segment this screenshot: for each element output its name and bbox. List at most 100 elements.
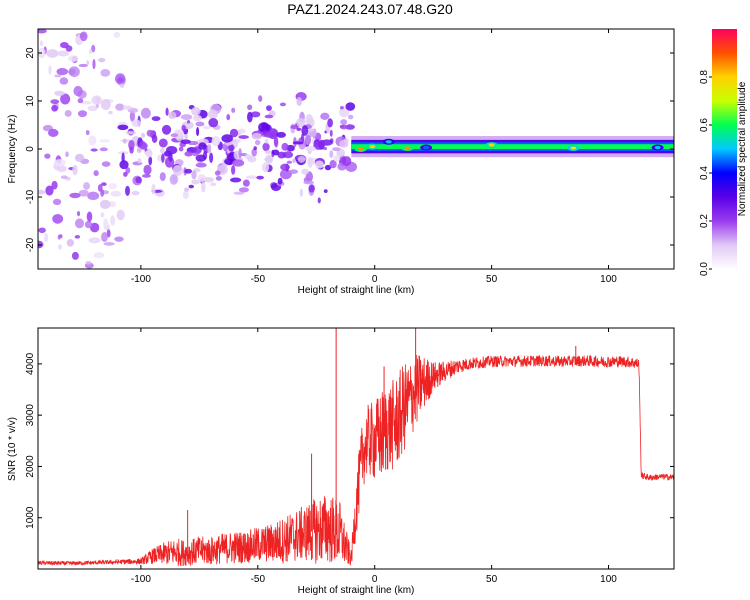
spectral-blob (264, 138, 269, 144)
spectral-blob (333, 155, 341, 162)
spectral-blob (114, 236, 124, 242)
spectral-blob (247, 111, 253, 123)
spectral-blob (95, 103, 99, 109)
spectral-hotspot (570, 146, 577, 150)
y-tick-label: -20 (25, 237, 36, 252)
spectral-blob (44, 233, 49, 243)
spectral-blob (91, 95, 102, 105)
spectral-blob (65, 151, 69, 158)
spectral-blob (168, 111, 177, 120)
spectral-blob (108, 110, 113, 115)
spectral-blob (125, 185, 130, 196)
spectral-blob (68, 66, 80, 78)
spectral-blob (161, 153, 165, 163)
spectral-blob (100, 98, 111, 110)
spectral-blob (224, 158, 235, 166)
spectral-blob (165, 107, 169, 116)
spectral-blob (136, 147, 142, 154)
spectral-blob (77, 98, 84, 104)
colorbar-tick-label: 0.0 (699, 262, 710, 276)
page-title: PAZ1.2024.243.07.48.G20 (287, 1, 453, 17)
spectral-blob (46, 49, 59, 58)
spectral-blob (117, 77, 124, 83)
spectral-blob (123, 171, 128, 177)
spectral-blob (181, 124, 186, 132)
spectral-blob (121, 152, 125, 164)
spectral-hotspot (423, 145, 430, 150)
spectral-hotspot (488, 143, 495, 147)
spectral-blob (245, 175, 258, 180)
spectral-blob (116, 209, 125, 221)
spectral-blob (184, 133, 188, 140)
spectral-blob (48, 65, 52, 75)
spectral-blob (52, 198, 62, 206)
y-tick-label: 2000 (25, 455, 36, 478)
spectral-blob (277, 177, 283, 185)
colorbar-gradient (712, 29, 737, 269)
spectral-blob (301, 125, 309, 136)
spectral-blob (87, 105, 98, 112)
spectral-blob (296, 127, 302, 131)
y-tick-label: 4000 (25, 352, 36, 375)
snr-line-series (38, 328, 674, 567)
spectral-blob (203, 177, 215, 183)
spectral-blob (58, 244, 62, 250)
spectral-blob (51, 104, 58, 112)
spectral-blob (279, 169, 292, 180)
spectral-blob (251, 148, 257, 157)
spectral-blob (60, 175, 68, 180)
spectral-blob (76, 211, 81, 217)
spectral-blob (100, 188, 105, 197)
spectral-blob (329, 129, 333, 137)
spectral-blob (208, 117, 219, 128)
spectral-blob (281, 142, 289, 151)
colorbar-tick-label: 0.8 (699, 70, 710, 84)
spectral-blob (135, 176, 142, 184)
spectral-blob (191, 179, 200, 185)
x-tick-label: 100 (600, 274, 617, 285)
spectral-blob (169, 174, 178, 185)
spectral-blob (210, 182, 217, 187)
spectral-blob (100, 69, 111, 77)
spectral-blob (329, 150, 334, 159)
spectral-blob (56, 68, 69, 76)
spectral-blob (299, 188, 303, 197)
spectral-blob (99, 139, 110, 143)
spectral-blob (345, 102, 356, 111)
spectral-blob (197, 174, 206, 182)
snr-frame (37, 327, 675, 570)
spectral-blob (209, 152, 214, 164)
spectral-blob (231, 107, 236, 113)
x-tick-label: 50 (486, 274, 498, 285)
spectral-blob (188, 184, 194, 189)
snr-y-label: SNR (10 * v/v) (7, 417, 18, 481)
spectral-blob (192, 152, 199, 157)
spectral-blob (191, 170, 197, 180)
spectral-blob (54, 159, 66, 167)
spectral-blob (247, 104, 253, 111)
spectral-blob (146, 129, 154, 137)
spectral-blob (60, 41, 69, 49)
spectral-blob (303, 180, 315, 185)
spectral-blob (103, 218, 109, 229)
spectral-blob (86, 60, 90, 66)
spectral-blob (54, 90, 65, 96)
spectral-blob (339, 124, 348, 130)
x-tick-label: 50 (486, 574, 498, 585)
spectral-blob (131, 119, 141, 128)
spectrogram-y-label: Frequency (Hz) (7, 115, 18, 184)
spectral-blob (307, 157, 313, 168)
colorbar-label: Normalized spectral amplitude (737, 81, 748, 216)
spectral-blob (140, 144, 146, 150)
spectral-blob (74, 153, 85, 162)
spectral-blob (38, 240, 44, 249)
spectral-blob (140, 132, 146, 138)
spectral-blob (89, 222, 100, 233)
spectral-blob (290, 124, 299, 130)
x-tick-label: -50 (251, 574, 266, 585)
spectral-blob (85, 129, 90, 136)
spectral-blob (54, 74, 62, 78)
spectral-blob (117, 124, 129, 131)
